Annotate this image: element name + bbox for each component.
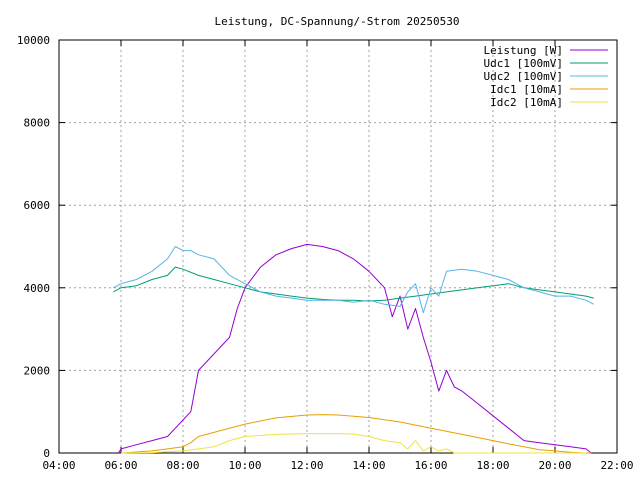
- x-tick-label: 22:00: [600, 459, 633, 472]
- tick-layer: 0 2000 4000 6000 8000 10000 04:00 06:00 08:00 10:…: [17, 34, 634, 472]
- x-tick-label: 16:00: [414, 459, 447, 472]
- y-tick-label: 4000: [24, 282, 51, 295]
- series-line-3: [113, 246, 595, 314]
- y-tick-label: 8000: [24, 117, 51, 130]
- legend-label: Udc1 [100mV]: [484, 57, 563, 70]
- series-line-5: [120, 433, 586, 454]
- x-tick-label: 06:00: [104, 459, 137, 472]
- y-tick-label: 2000: [24, 364, 51, 377]
- x-tick-label: 10:00: [228, 459, 261, 472]
- series-layer: [113, 243, 595, 454]
- x-tick-label: 20:00: [538, 459, 571, 472]
- legend-label: Idc2 [10mA]: [490, 96, 563, 109]
- x-tick-label: 12:00: [290, 459, 323, 472]
- legend-label: Udc2 [100mV]: [484, 70, 563, 83]
- legend-label: Idc1 [10mA]: [490, 83, 563, 96]
- series-line-4: [120, 414, 592, 454]
- y-tick-label: 0: [43, 447, 50, 460]
- series-line-2: [113, 266, 594, 302]
- y-tick-label: 6000: [24, 199, 51, 212]
- series-line-1: [117, 243, 592, 454]
- x-tick-label: 14:00: [352, 459, 385, 472]
- chart-title: Leistung, DC-Spannung/-Strom 20250530: [214, 15, 459, 28]
- plot-frame: [58, 39, 618, 454]
- legend: Leistung [W]Udc1 [100mV]Udc2 [100mV]Idc1…: [484, 44, 608, 109]
- legend-label: Leistung [W]: [484, 44, 563, 57]
- y-tick-label: 10000: [17, 34, 50, 47]
- x-tick-label: 04:00: [42, 459, 75, 472]
- x-tick-label: 08:00: [166, 459, 199, 472]
- x-tick-label: 18:00: [476, 459, 509, 472]
